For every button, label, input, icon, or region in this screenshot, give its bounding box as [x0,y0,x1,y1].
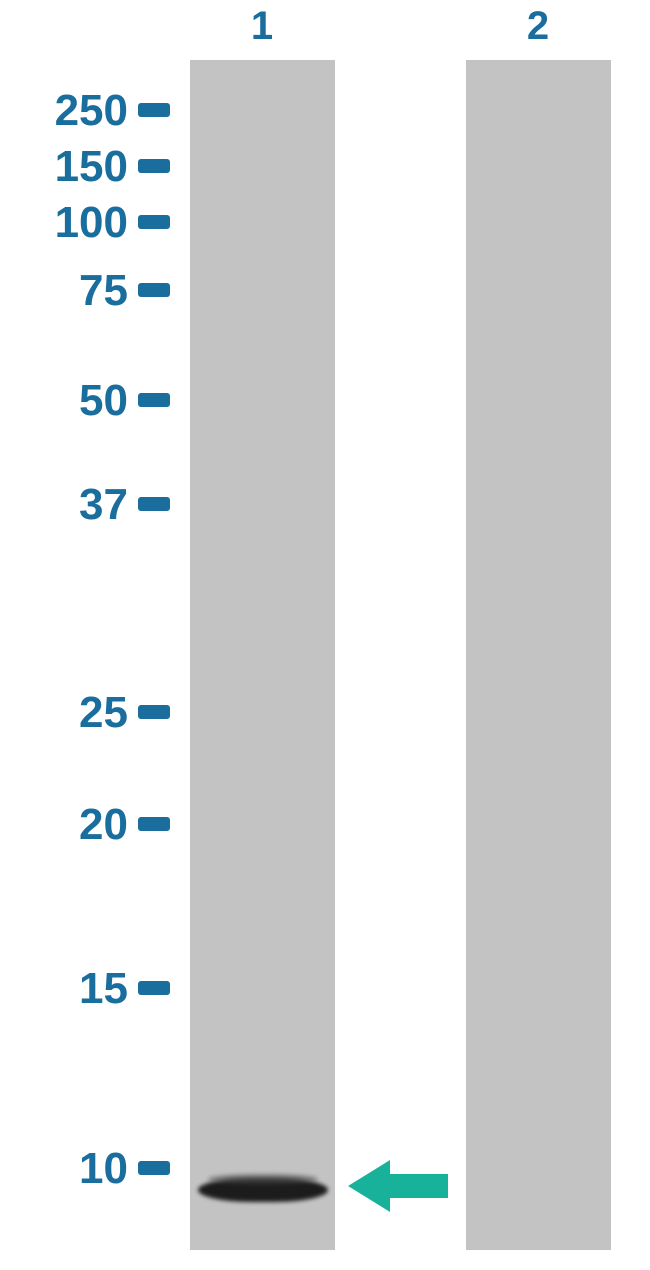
blot-canvas: 1 2 250 150 100 75 50 37 25 20 15 10 [0,0,650,1270]
marker-label: 250 [55,86,128,136]
marker-tick [138,103,170,117]
marker-tick [138,817,170,831]
lane-label-1: 1 [251,4,273,49]
marker-tick [138,497,170,511]
marker-label: 50 [79,376,128,426]
marker-tick [138,215,170,229]
marker-label: 15 [79,964,128,1014]
marker-tick [138,981,170,995]
gel-band [208,1174,318,1184]
lane-2 [466,60,611,1250]
marker-label: 10 [79,1144,128,1194]
lane-1 [190,60,335,1250]
lane-label-2: 2 [527,4,549,49]
marker-tick [138,705,170,719]
marker-tick [138,393,170,407]
marker-tick [138,159,170,173]
band-arrow [348,1160,448,1217]
marker-label: 37 [79,480,128,530]
marker-label: 25 [79,688,128,738]
marker-label: 100 [55,198,128,248]
arrow-left-icon [348,1160,448,1212]
marker-label: 75 [79,266,128,316]
marker-label: 20 [79,800,128,850]
marker-label: 150 [55,142,128,192]
marker-tick [138,283,170,297]
marker-tick [138,1161,170,1175]
